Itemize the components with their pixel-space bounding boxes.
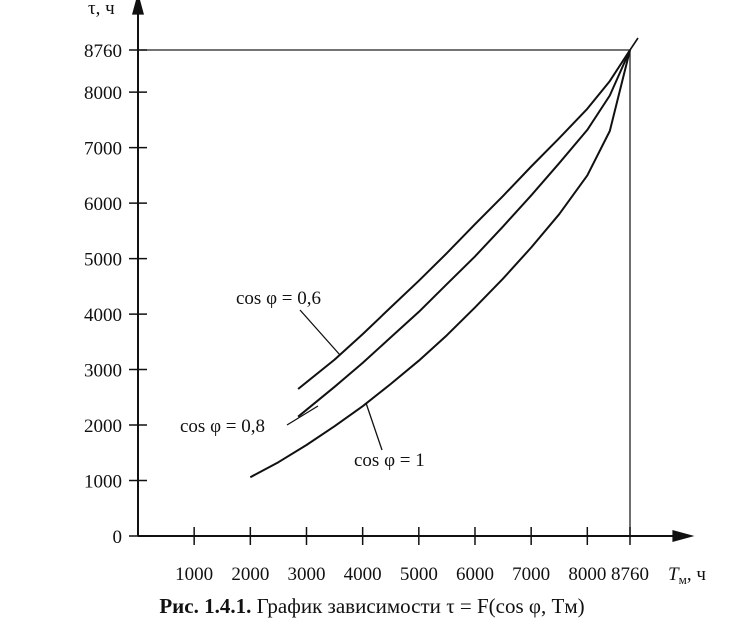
x-axis-label: Tм, ч: [668, 564, 706, 587]
axes: [132, 0, 695, 542]
y-tick-label: 3000: [84, 361, 122, 382]
chart: 1000 2000 3000 4000 5000 6000 7000 8000 87600100…: [84, 0, 706, 587]
x-tick-label: 2000: [231, 564, 269, 585]
x-tick-label: 1000: [175, 564, 213, 585]
ticks-group: 1000 2000 3000 4000 5000 6000 7000 8000 87600100…: [84, 41, 649, 585]
x-tick-label: 4000: [344, 564, 382, 585]
x-axis-arrow-icon: [672, 530, 695, 542]
convergence-tip: [629, 37, 639, 51]
annotation-label: cos φ = 1: [354, 450, 425, 471]
y-tick-label: 0: [113, 527, 123, 548]
y-tick-label: 1000: [84, 472, 122, 493]
x-tick-label: 7000: [512, 564, 550, 585]
x-axis-label-subscript: м: [679, 572, 687, 587]
y-tick-label: 4000: [84, 305, 122, 326]
y-axis-label: τ, ч: [88, 0, 115, 19]
x-tick-label: 8760: [611, 564, 649, 585]
figure-caption: Рис. 1.4.1. График зависимости τ = F(cos…: [0, 594, 744, 619]
series-line-2: [297, 49, 631, 418]
x-axis-label-symbol: T: [668, 564, 680, 585]
x-axis-label-unit: , ч: [687, 564, 707, 585]
y-tick-label: 6000: [84, 194, 122, 215]
reference-lines: [138, 49, 631, 536]
y-axis-arrow-icon: [132, 0, 144, 15]
x-tick-label: 3000: [287, 564, 325, 585]
caption-formula: τ = F(cos φ, Tм): [446, 594, 585, 618]
annotation-label: cos φ = 0,8: [180, 416, 265, 437]
annotation-leader: [286, 405, 319, 426]
annotation-leader: [365, 402, 383, 451]
x-tick-label: 6000: [456, 564, 494, 585]
y-tick-label: 5000: [84, 250, 122, 271]
y-tick-label: 7000: [84, 139, 122, 160]
caption-text: График зависимости: [256, 594, 441, 618]
series-group: [249, 37, 639, 479]
x-tick-label: 8000: [568, 564, 606, 585]
y-tick-label: 8760: [84, 41, 122, 62]
series-line-3: [249, 49, 631, 479]
annotation-label: cos φ = 0,6: [236, 288, 321, 309]
annotations-group: cos φ = 0,6 cos φ = 0,8 cos φ = 1: [180, 288, 425, 471]
x-tick-label: 5000: [400, 564, 438, 585]
series-line-1: [297, 49, 631, 390]
y-tick-label: 8000: [84, 83, 122, 104]
annotation-leader: [299, 309, 341, 356]
y-tick-label: 2000: [84, 416, 122, 437]
caption-prefix: Рис. 1.4.1.: [159, 594, 252, 618]
